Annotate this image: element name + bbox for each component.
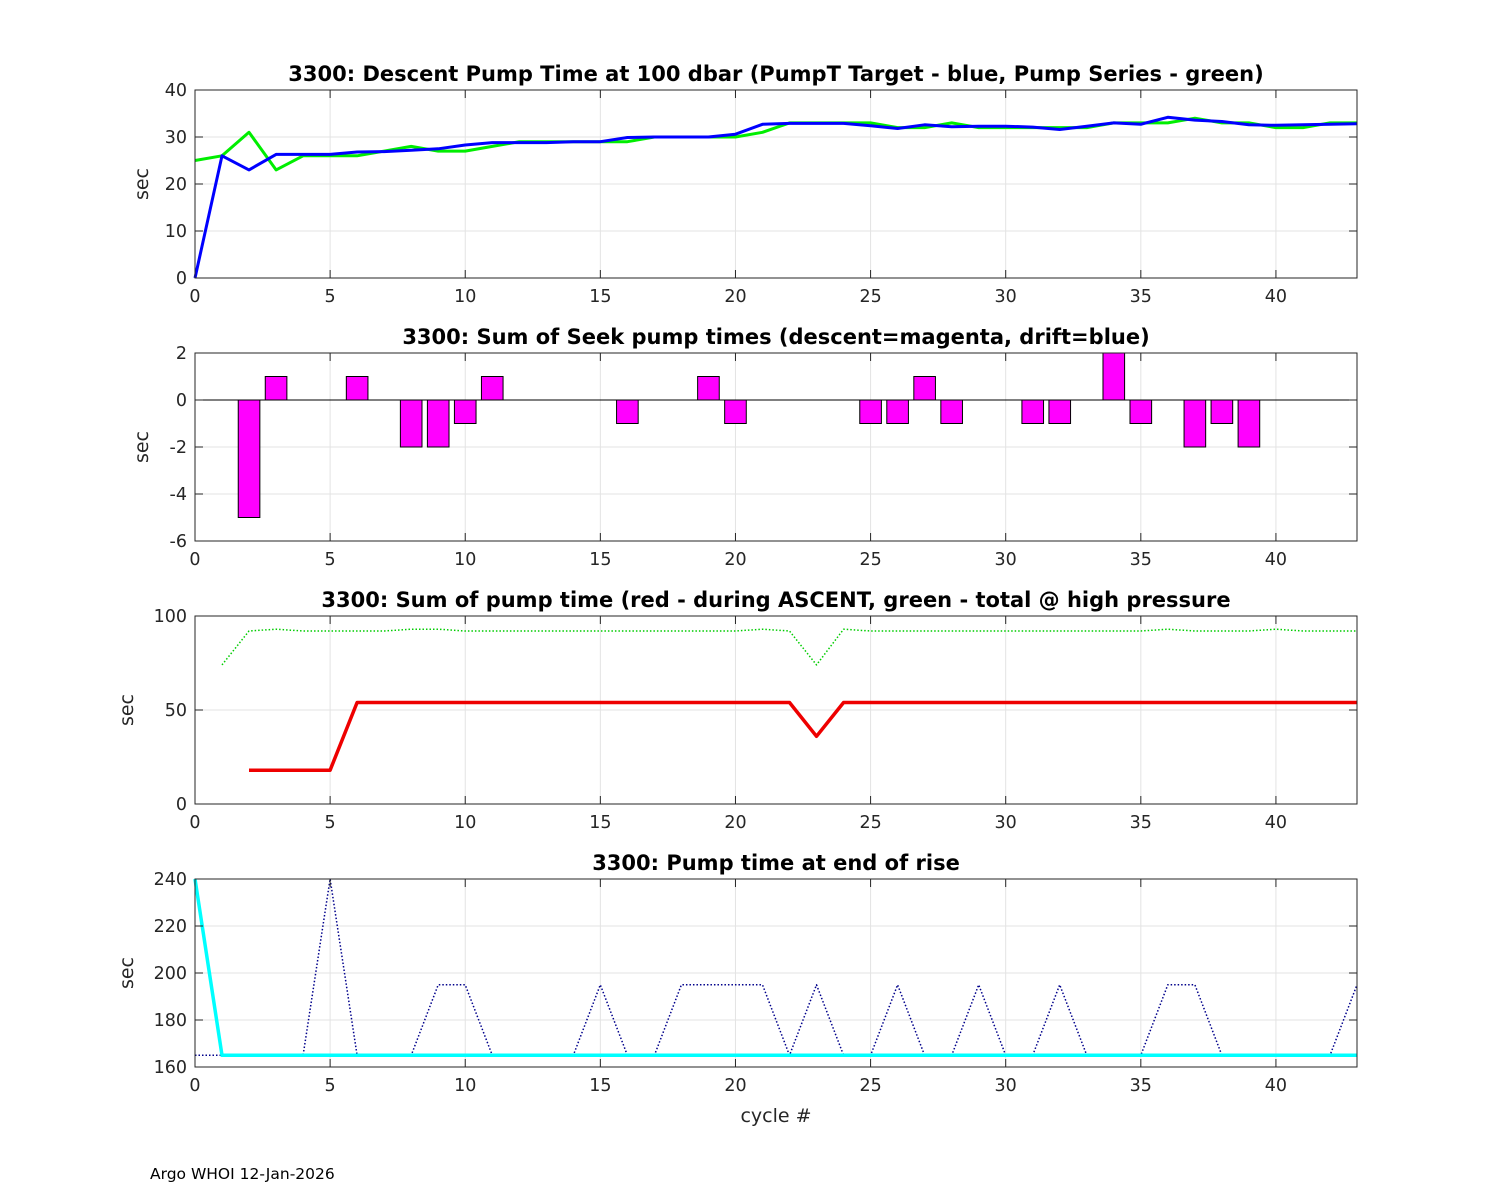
- x-tick-label: 0: [189, 1076, 200, 1096]
- bar: [913, 376, 936, 401]
- series-line-1: [194, 116, 1357, 172]
- y-tick-label: 220: [154, 917, 187, 937]
- x-tick-label: 40: [1265, 550, 1287, 570]
- chart-title: 3300: Descent Pump Time at 100 dbar (Pum…: [288, 62, 1263, 86]
- x-tick-label: 0: [189, 550, 200, 570]
- chart-panel-2: 0 5 10 15 20 25 30 35 40 -6 -4 -2 0 2 3300: Sum of See…: [131, 325, 1358, 570]
- y-tick-label: -6: [170, 532, 187, 552]
- bar: [399, 399, 423, 448]
- y-tick-label: 180: [154, 1011, 187, 1031]
- bar: [264, 376, 288, 401]
- x-tick-label: 5: [325, 550, 336, 570]
- bar: [886, 399, 909, 424]
- y-tick-label: 30: [165, 128, 187, 148]
- series-line-2: [193, 878, 1357, 1058]
- x-tick-label: 10: [454, 550, 476, 570]
- x-tick-label: 0: [189, 813, 200, 833]
- bar: [453, 399, 477, 424]
- chart-title: 3300: Sum of Seek pump times (descent=ma…: [402, 325, 1149, 349]
- y-tick-label: -4: [170, 485, 187, 505]
- series-line-2: [193, 115, 1358, 279]
- x-tick-label: 20: [724, 1076, 746, 1096]
- y-axis-label: sec: [116, 957, 138, 989]
- x-tick-label: 15: [589, 550, 611, 570]
- x-tick-label: 5: [325, 813, 336, 833]
- x-tick-label: 30: [995, 287, 1017, 307]
- x-tick-label: 20: [724, 287, 746, 307]
- x-tick-label: 20: [724, 550, 746, 570]
- chart-title: 3300: Sum of pump time (red - during ASC…: [321, 588, 1230, 612]
- bar: [480, 376, 504, 401]
- x-tick-label: 20: [724, 813, 746, 833]
- x-tick-label: 25: [859, 1076, 881, 1096]
- y-tick-label: 240: [154, 870, 187, 890]
- x-tick-label: 10: [454, 287, 476, 307]
- y-tick-label: 20: [165, 175, 187, 195]
- bar: [1021, 399, 1045, 424]
- y-tick-label: 2: [176, 344, 187, 364]
- x-tick-label: 35: [1130, 550, 1152, 570]
- x-tick-label: 40: [1265, 287, 1287, 307]
- bar: [616, 399, 639, 424]
- y-tick-label: 10: [165, 222, 187, 242]
- y-tick-label: 50: [165, 701, 187, 721]
- x-tick-label: 5: [325, 1076, 336, 1096]
- x-tick-label: 15: [589, 813, 611, 833]
- series-line-1: [195, 878, 1358, 1057]
- x-tick-label: 35: [1130, 813, 1152, 833]
- x-tick-label: 40: [1265, 813, 1287, 833]
- x-tick-label: 40: [1265, 1076, 1287, 1096]
- footer-stamp: Argo WHOI 12-Jan-2026: [150, 1165, 335, 1183]
- x-axis-label: cycle #: [740, 1105, 811, 1127]
- x-tick-label: 30: [995, 550, 1017, 570]
- x-tick-label: 25: [859, 550, 881, 570]
- x-tick-label: 35: [1130, 287, 1152, 307]
- x-tick-label: 15: [589, 1076, 611, 1096]
- x-tick-label: 35: [1130, 1076, 1152, 1096]
- y-axis-label: sec: [131, 431, 153, 463]
- y-tick-label: 100: [154, 607, 187, 627]
- y-tick-label: -2: [170, 438, 187, 458]
- x-tick-label: 10: [454, 1076, 476, 1096]
- chart-title: 3300: Pump time at end of rise: [592, 851, 960, 875]
- series-line-1: [221, 628, 1357, 666]
- y-tick-label: 40: [165, 81, 187, 101]
- bar: [1210, 399, 1234, 424]
- x-tick-label: 5: [325, 287, 336, 307]
- x-tick-label: 30: [995, 813, 1017, 833]
- x-tick-label: 25: [859, 287, 881, 307]
- x-tick-label: 25: [859, 813, 881, 833]
- bar: [1129, 399, 1153, 424]
- bar: [237, 399, 261, 518]
- bar: [1237, 399, 1261, 448]
- y-tick-label: 0: [176, 795, 187, 815]
- bar: [940, 399, 963, 424]
- x-tick-label: 15: [589, 287, 611, 307]
- bar: [859, 399, 882, 424]
- bar: [426, 399, 450, 448]
- chart-panel-4: 0 5 10 15 20 25 30 35 40 160 180 200 220 240 3300: Pum…: [116, 851, 1358, 1127]
- bar: [1102, 352, 1126, 401]
- y-axis-label: sec: [116, 694, 138, 726]
- y-tick-label: 0: [176, 269, 187, 289]
- y-tick-label: 160: [154, 1058, 187, 1078]
- bar: [1048, 399, 1072, 424]
- y-axis-label: sec: [131, 168, 153, 200]
- x-tick-label: 0: [189, 287, 200, 307]
- bar: [697, 376, 720, 401]
- y-tick-label: 0: [176, 391, 187, 411]
- bar: [345, 376, 369, 401]
- x-tick-label: 30: [995, 1076, 1017, 1096]
- bar: [724, 399, 747, 424]
- chart-panel-1: 0 5 10 15 20 25 30 35 40 0 10 20 30 40 3300: Descent P…: [131, 62, 1358, 307]
- y-tick-label: 200: [154, 964, 187, 984]
- series-line-2: [249, 700, 1357, 772]
- bar: [1183, 399, 1207, 448]
- x-tick-label: 10: [454, 813, 476, 833]
- chart-panel-3: 0 5 10 15 20 25 30 35 40 0 50 100 3300: Sum of pump …: [116, 588, 1358, 833]
